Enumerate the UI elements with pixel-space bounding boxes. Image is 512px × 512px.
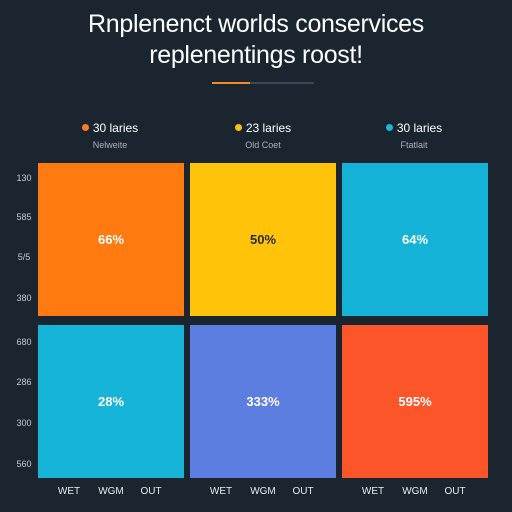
y-tick-label: 286: [16, 377, 32, 387]
legend-label-2: 23 laries: [245, 121, 292, 135]
y-tick-label: 130: [16, 173, 32, 183]
x-tick-label: WET: [209, 486, 233, 497]
x-tick-label: OUT: [140, 486, 162, 497]
x-tick-label: OUT: [444, 486, 466, 497]
x-tick-label: WGM: [98, 486, 124, 497]
heatmap-cell-r1-c1: 66%: [38, 163, 184, 316]
heatmap-cell-r1-c3: 64%: [342, 163, 488, 316]
legend-item-3: 30 laries Ftatlait: [354, 121, 474, 151]
heatmap-cell-r2-c2: 333%: [190, 325, 336, 478]
cell-value-label: 333%: [246, 394, 280, 409]
legend-dot-3: [385, 124, 393, 131]
cell-value-label: 64%: [401, 232, 429, 247]
title-divider: [212, 82, 314, 84]
legend-item-1: 30 laries Nelweite: [50, 121, 170, 151]
title-divider-accent: [212, 82, 250, 84]
y-tick-label: 300: [16, 418, 32, 428]
x-tick-label: WET: [57, 486, 81, 497]
cell-value-label: 28%: [97, 394, 125, 409]
y-tick-label: 380: [16, 293, 32, 303]
cell-value-label: 595%: [398, 394, 432, 409]
x-tick-label: WET: [361, 486, 385, 497]
legend-sublabel-1: Nelweite: [92, 140, 128, 150]
legend-label-1: 30 laries: [92, 121, 139, 135]
legend-item-2: 23 laries Old Coet: [203, 121, 323, 151]
legend-dot-2: [234, 124, 242, 131]
heatmap-cell-r2-c1: 28%: [38, 325, 184, 478]
x-tick-label: WGM: [250, 486, 276, 497]
cell-value-label: 50%: [249, 232, 277, 247]
y-tick-label: 680: [16, 337, 32, 347]
y-tick-label: 5/5: [17, 252, 31, 262]
x-tick-label: OUT: [292, 486, 314, 497]
legend-sublabel-3: Ftatlait: [400, 140, 428, 150]
y-tick-label: 585: [16, 212, 32, 222]
cell-value-label: 66%: [97, 232, 125, 247]
chart-title-line-2: replenentings roost!: [149, 41, 363, 69]
legend-sublabel-2: Old Coet: [245, 140, 281, 150]
x-tick-label: WGM: [402, 486, 428, 497]
legend-dot-1: [81, 124, 89, 131]
heatmap-cell-r2-c3: 595%: [342, 325, 488, 478]
y-tick-label: 560: [16, 459, 32, 469]
heatmap-cell-r1-c2: 50%: [190, 163, 336, 316]
legend-label-3: 30 laries: [396, 121, 443, 135]
chart-title-line-1: Rnplenenct worlds conservices: [88, 10, 424, 38]
